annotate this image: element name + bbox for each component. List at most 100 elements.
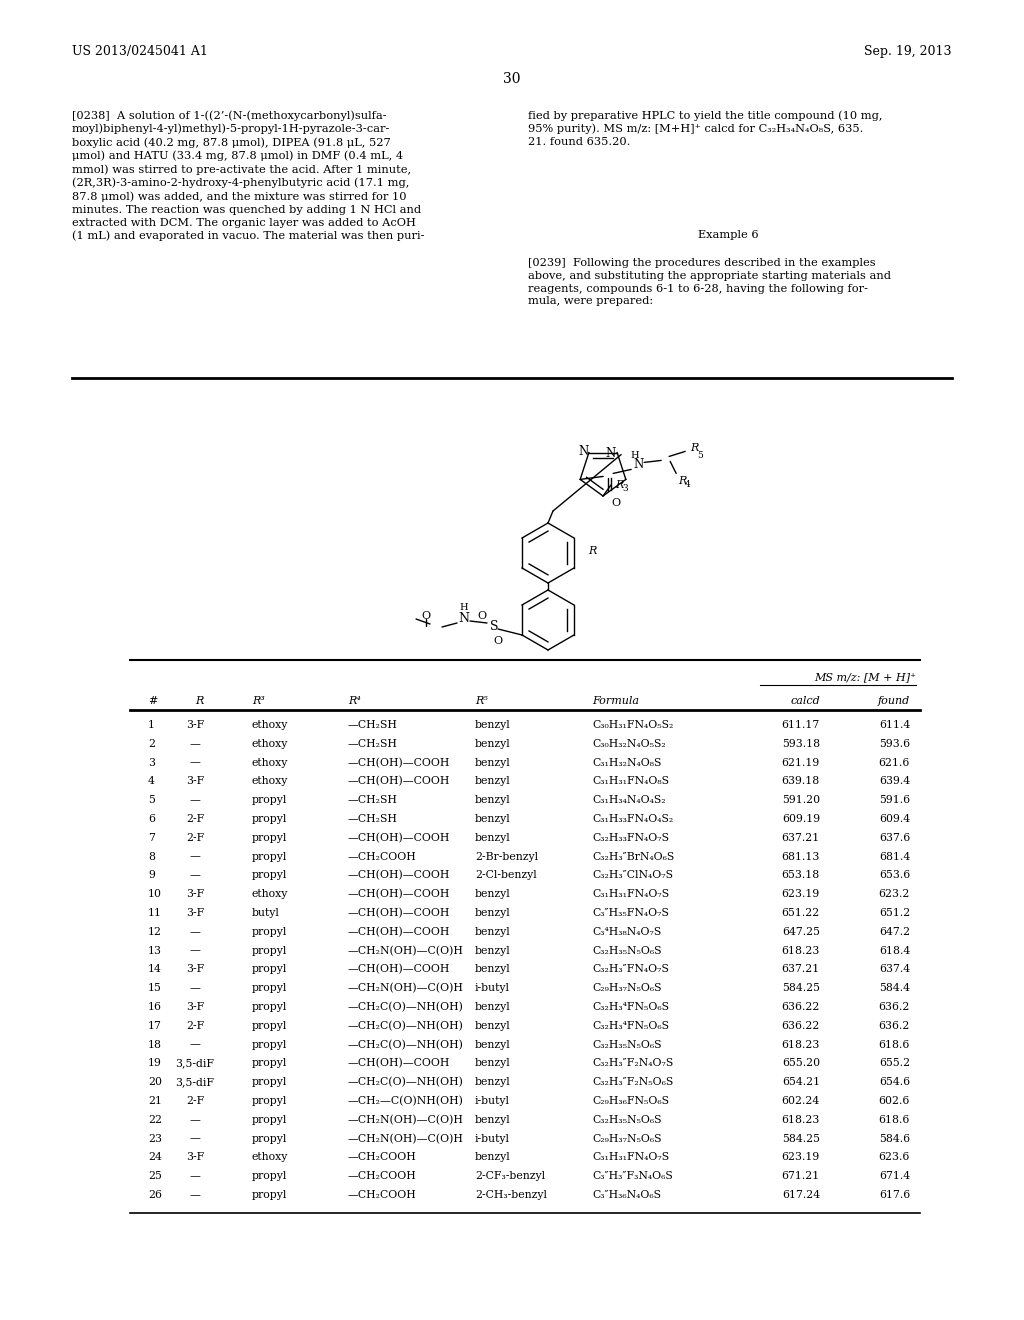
- Text: C₃₂H₃⁴FN₅O₆S: C₃₂H₃⁴FN₅O₆S: [592, 1020, 669, 1031]
- Text: 671.21: 671.21: [781, 1171, 820, 1181]
- Text: —CH₂N(OH)—C(O)H: —CH₂N(OH)—C(O)H: [348, 1115, 464, 1125]
- Text: i-butyl: i-butyl: [475, 983, 510, 993]
- Text: 618.23: 618.23: [781, 1115, 820, 1125]
- Text: 654.21: 654.21: [782, 1077, 820, 1088]
- Text: 623.2: 623.2: [879, 890, 910, 899]
- Text: 636.22: 636.22: [781, 1020, 820, 1031]
- Text: 11: 11: [148, 908, 162, 917]
- Text: 647.2: 647.2: [879, 927, 910, 937]
- Text: —: —: [189, 851, 201, 862]
- Text: C₃₀H₃₂N₄O₅S₂: C₃₀H₃₂N₄O₅S₂: [592, 739, 666, 748]
- Text: 621.6: 621.6: [879, 758, 910, 768]
- Text: 25: 25: [148, 1171, 162, 1181]
- Text: 4: 4: [148, 776, 155, 787]
- Text: 3-F: 3-F: [186, 890, 204, 899]
- Text: 20: 20: [148, 1077, 162, 1088]
- Text: Formula: Formula: [592, 696, 639, 706]
- Text: C₃″H₃″F₃N₄O₆S: C₃″H₃″F₃N₄O₆S: [592, 1171, 673, 1181]
- Text: —CH(OH)—COOH: —CH(OH)—COOH: [348, 870, 451, 880]
- Text: —CH(OH)—COOH: —CH(OH)—COOH: [348, 758, 451, 768]
- Text: 4: 4: [685, 480, 691, 490]
- Text: —CH(OH)—COOH: —CH(OH)—COOH: [348, 965, 451, 974]
- Text: 651.2: 651.2: [879, 908, 910, 917]
- Text: C₃₁H₃₃FN₄O₄S₂: C₃₁H₃₃FN₄O₄S₂: [592, 814, 673, 824]
- Text: 639.4: 639.4: [879, 776, 910, 787]
- Text: R: R: [690, 444, 698, 453]
- Text: —: —: [189, 1134, 201, 1143]
- Text: i-butyl: i-butyl: [475, 1134, 510, 1143]
- Text: 681.13: 681.13: [781, 851, 820, 862]
- Text: C₃₀H₃₁FN₄O₅S₂: C₃₀H₃₁FN₄O₅S₂: [592, 719, 674, 730]
- Text: 681.4: 681.4: [879, 851, 910, 862]
- Text: 623.19: 623.19: [781, 890, 820, 899]
- Text: C₃₂H₃″ClN₄O₇S: C₃₂H₃″ClN₄O₇S: [592, 870, 673, 880]
- Text: propyl: propyl: [252, 1059, 288, 1068]
- Text: —CH₂COOH: —CH₂COOH: [348, 851, 417, 862]
- Text: 22: 22: [148, 1115, 162, 1125]
- Text: benzyl: benzyl: [475, 776, 511, 787]
- Text: —CH₂C(O)—NH(OH): —CH₂C(O)—NH(OH): [348, 1040, 464, 1049]
- Text: 591.6: 591.6: [879, 795, 910, 805]
- Text: —: —: [189, 1115, 201, 1125]
- Text: benzyl: benzyl: [475, 1020, 511, 1031]
- Text: propyl: propyl: [252, 1002, 288, 1012]
- Text: propyl: propyl: [252, 814, 288, 824]
- Text: C₃₁H₃₁FN₄O₇S: C₃₁H₃₁FN₄O₇S: [592, 1152, 669, 1163]
- Text: —: —: [189, 1040, 201, 1049]
- Text: benzyl: benzyl: [475, 1077, 511, 1088]
- Text: O: O: [422, 611, 430, 620]
- Text: ethoxy: ethoxy: [252, 739, 289, 748]
- Text: C₃″H₃₅FN₄O₇S: C₃″H₃₅FN₄O₇S: [592, 908, 669, 917]
- Text: C₃₂H₃⁴FN₅O₆S: C₃₂H₃⁴FN₅O₆S: [592, 1002, 669, 1012]
- Text: C₃₁H₃₁FN₄O₇S: C₃₁H₃₁FN₄O₇S: [592, 890, 669, 899]
- Text: benzyl: benzyl: [475, 890, 511, 899]
- Text: 3,5-diF: 3,5-diF: [175, 1077, 214, 1088]
- Text: ethoxy: ethoxy: [252, 758, 289, 768]
- Text: 9: 9: [148, 870, 155, 880]
- Text: H: H: [631, 451, 639, 459]
- Text: C₂₉H₃₆FN₅O₆S: C₂₉H₃₆FN₅O₆S: [592, 1096, 669, 1106]
- Text: 584.6: 584.6: [879, 1134, 910, 1143]
- Text: propyl: propyl: [252, 1096, 288, 1106]
- Text: propyl: propyl: [252, 1171, 288, 1181]
- Text: —CH₂C(O)—NH(OH): —CH₂C(O)—NH(OH): [348, 1002, 464, 1012]
- Text: 584.4: 584.4: [879, 983, 910, 993]
- Text: N: N: [633, 458, 643, 471]
- Text: butyl: butyl: [252, 908, 280, 917]
- Text: —CH₂COOH: —CH₂COOH: [348, 1191, 417, 1200]
- Text: 593.18: 593.18: [782, 739, 820, 748]
- Text: 21: 21: [148, 1096, 162, 1106]
- Text: 15: 15: [148, 983, 162, 993]
- Text: R: R: [678, 477, 686, 486]
- Text: 651.22: 651.22: [781, 908, 820, 917]
- Text: 637.21: 637.21: [781, 965, 820, 974]
- Text: benzyl: benzyl: [475, 719, 511, 730]
- Text: 18: 18: [148, 1040, 162, 1049]
- Text: Sep. 19, 2013: Sep. 19, 2013: [864, 45, 952, 58]
- Text: benzyl: benzyl: [475, 814, 511, 824]
- Text: 2-F: 2-F: [186, 833, 204, 842]
- Text: —: —: [189, 795, 201, 805]
- Text: 617.6: 617.6: [879, 1191, 910, 1200]
- Text: —: —: [189, 870, 201, 880]
- Text: —CH(OH)—COOH: —CH(OH)—COOH: [348, 833, 451, 843]
- Text: 655.2: 655.2: [879, 1059, 910, 1068]
- Text: —CH₂SH: —CH₂SH: [348, 739, 398, 748]
- Text: N: N: [459, 612, 470, 626]
- Text: —CH₂N(OH)—C(O)H: —CH₂N(OH)—C(O)H: [348, 1134, 464, 1144]
- Text: 2-Br-benzyl: 2-Br-benzyl: [475, 851, 539, 862]
- Text: benzyl: benzyl: [475, 1040, 511, 1049]
- Text: —CH(OH)—COOH: —CH(OH)—COOH: [348, 776, 451, 787]
- Text: propyl: propyl: [252, 1077, 288, 1088]
- Text: 618.23: 618.23: [781, 1040, 820, 1049]
- Text: 3-F: 3-F: [186, 908, 204, 917]
- Text: C₃₁H₃₂N₄O₈S: C₃₁H₃₂N₄O₈S: [592, 758, 662, 768]
- Text: MS m/z: [M + H]⁺: MS m/z: [M + H]⁺: [814, 672, 916, 682]
- Text: benzyl: benzyl: [475, 908, 511, 917]
- Text: ethoxy: ethoxy: [252, 776, 289, 787]
- Text: fied by preparative HPLC to yield the title compound (10 mg,
95% purity). MS m/z: fied by preparative HPLC to yield the ti…: [528, 110, 883, 147]
- Text: —CH₂N(OH)—C(O)H: —CH₂N(OH)—C(O)H: [348, 983, 464, 994]
- Text: R: R: [615, 480, 624, 490]
- Text: benzyl: benzyl: [475, 739, 511, 748]
- Text: propyl: propyl: [252, 833, 288, 842]
